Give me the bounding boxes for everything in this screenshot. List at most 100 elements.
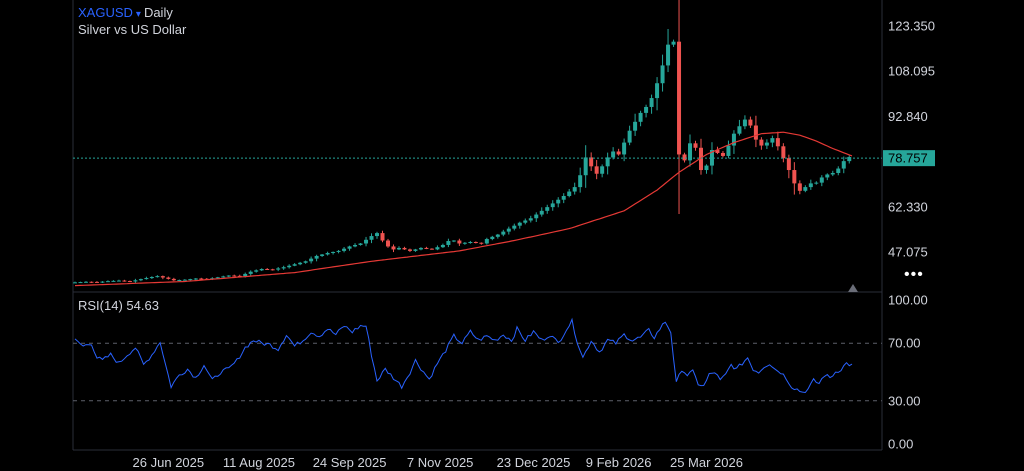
price-axis-label: 47.075 bbox=[888, 245, 928, 260]
candle-body bbox=[666, 44, 671, 66]
candle-body bbox=[693, 143, 698, 148]
candle-body bbox=[314, 255, 319, 259]
candle-body bbox=[182, 279, 187, 281]
candle-body bbox=[792, 170, 797, 184]
candle-body bbox=[144, 278, 149, 280]
candle-body bbox=[490, 236, 495, 240]
candle-body bbox=[764, 142, 769, 146]
candle-body bbox=[649, 98, 654, 107]
candle-body bbox=[737, 126, 742, 134]
price-axis-label: 92.840 bbox=[888, 109, 928, 124]
candle-body bbox=[578, 175, 583, 188]
candle-body bbox=[446, 241, 451, 245]
candle-body bbox=[78, 282, 83, 284]
candle-body bbox=[495, 234, 500, 237]
candle-body bbox=[83, 281, 88, 283]
candle-body bbox=[709, 150, 714, 166]
candle-body bbox=[770, 138, 775, 143]
candle-body bbox=[731, 133, 736, 146]
candle-body bbox=[320, 254, 325, 256]
candle-body bbox=[407, 249, 412, 251]
price-axis[interactable]: 123.350 108.095 92.840 78.757 62.330 47.075 bbox=[883, 18, 935, 260]
interval-label[interactable]: Daily bbox=[143, 5, 173, 20]
candle-body bbox=[254, 270, 259, 272]
candle-body bbox=[380, 233, 385, 241]
candle-body bbox=[825, 174, 830, 178]
candle-body bbox=[325, 252, 330, 255]
symbol-caret-icon[interactable]: ▾ bbox=[135, 9, 141, 20]
last-price-label: 78.757 bbox=[888, 151, 928, 166]
candle-body bbox=[572, 187, 577, 192]
candle-body bbox=[270, 269, 275, 271]
candle-body bbox=[704, 165, 709, 171]
candle-body bbox=[127, 281, 132, 283]
rsi-axis[interactable]: 100.00 70.00 30.00 0.00 bbox=[888, 293, 928, 452]
candle-body bbox=[369, 236, 374, 240]
candle-body bbox=[111, 280, 116, 282]
candle-body bbox=[276, 268, 281, 270]
candle-body bbox=[688, 143, 693, 161]
candle-body bbox=[528, 218, 533, 221]
candle-body bbox=[501, 231, 506, 235]
candle-body bbox=[457, 240, 462, 244]
candle-body bbox=[715, 150, 720, 153]
candle-body bbox=[698, 147, 703, 171]
candle-body bbox=[556, 199, 561, 204]
candle-body bbox=[116, 280, 121, 282]
candle-body bbox=[375, 233, 380, 237]
candle-body bbox=[600, 166, 605, 174]
candle-body bbox=[226, 275, 231, 277]
more-options-icon[interactable]: ••• bbox=[904, 266, 924, 283]
rsi-pane[interactable] bbox=[73, 317, 882, 402]
candle-body bbox=[94, 281, 99, 283]
candle-body bbox=[309, 258, 314, 262]
candle-body bbox=[347, 246, 352, 249]
time-axis-label: 24 Sep 2025 bbox=[313, 455, 387, 470]
candle-body bbox=[808, 183, 813, 188]
candle-body bbox=[814, 182, 819, 184]
candle-body bbox=[512, 225, 517, 229]
candle-body bbox=[677, 41, 682, 155]
candle-body bbox=[797, 183, 802, 191]
candle-body bbox=[138, 279, 143, 281]
candle-body bbox=[199, 278, 204, 280]
candle-body bbox=[468, 242, 473, 243]
symbol-name[interactable]: XAGUSD bbox=[78, 5, 133, 20]
price-axis-label: 123.350 bbox=[888, 18, 935, 33]
candle-body bbox=[523, 220, 528, 223]
candle-body bbox=[594, 166, 599, 174]
candle-body bbox=[655, 83, 660, 99]
rsi-title[interactable]: RSI(14) 54.63 bbox=[78, 298, 159, 313]
candle-body bbox=[413, 249, 418, 251]
rsi-axis-label: 100.00 bbox=[888, 293, 928, 308]
candle-body bbox=[391, 246, 396, 250]
candle-body bbox=[364, 239, 369, 244]
candle-body bbox=[292, 264, 297, 266]
candle-body bbox=[336, 250, 341, 252]
candle-body bbox=[583, 157, 588, 176]
candle-body bbox=[841, 161, 846, 169]
price-pane[interactable] bbox=[73, 0, 882, 287]
candle-body bbox=[759, 139, 764, 146]
candle-body bbox=[166, 277, 171, 279]
candle-body bbox=[303, 261, 308, 263]
time-axis[interactable]: 26 Jun 2025 11 Aug 2025 24 Sep 2025 7 Nov 2… bbox=[133, 455, 743, 470]
candle-body bbox=[193, 278, 198, 280]
candle-body bbox=[221, 276, 226, 278]
candle-body bbox=[622, 142, 627, 155]
candle-body bbox=[353, 244, 358, 247]
candle-body bbox=[775, 138, 780, 147]
candle-body bbox=[171, 278, 176, 281]
candle-body bbox=[479, 242, 484, 244]
candle-body bbox=[748, 119, 753, 126]
candle-body bbox=[122, 280, 127, 282]
candle-body bbox=[133, 280, 138, 282]
candle-body bbox=[506, 228, 511, 232]
scroll-marker-icon[interactable] bbox=[848, 284, 858, 292]
candle-body bbox=[155, 276, 160, 278]
candle-body bbox=[786, 158, 791, 171]
candle-body bbox=[73, 282, 77, 284]
candle-body bbox=[281, 267, 286, 269]
time-axis-label: 23 Dec 2025 bbox=[497, 455, 571, 470]
